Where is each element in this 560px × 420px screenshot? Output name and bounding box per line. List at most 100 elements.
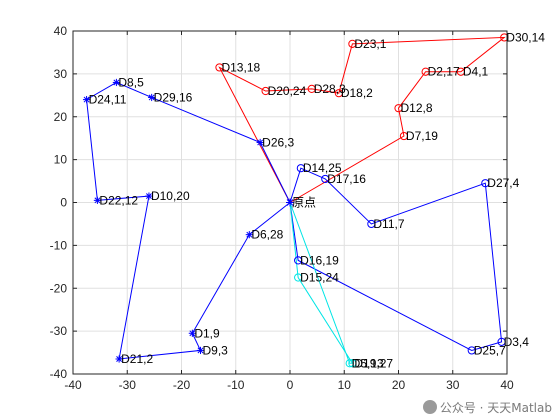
wechat-icon <box>422 400 437 414</box>
point-label: D6,28 <box>251 228 283 242</box>
point-marker <box>145 192 153 200</box>
point-marker <box>294 273 303 282</box>
point-marker <box>256 138 264 147</box>
y-tick-label: -20 <box>50 281 68 295</box>
marker-stroke <box>116 356 123 362</box>
marker-stroke <box>286 199 294 206</box>
point-label: D10,20 <box>151 189 190 203</box>
depot-label: 原点 <box>292 196 316 210</box>
y-tick-label: 10 <box>54 153 68 167</box>
point-marker <box>294 256 303 265</box>
route-line <box>218 36 506 203</box>
x-tick-label: 40 <box>500 378 514 392</box>
point-marker <box>296 164 305 173</box>
point-label: D22,12 <box>99 193 138 207</box>
route-lines <box>86 36 506 364</box>
marker-stroke <box>83 96 90 103</box>
point-label: D19,27 <box>354 356 393 370</box>
point-label: D23,1 <box>354 37 386 51</box>
depot-lines <box>286 198 294 207</box>
x-tick-label: 30 <box>446 378 460 392</box>
point-label: D30,14 <box>506 30 545 44</box>
x-tick-label: -20 <box>173 378 191 392</box>
y-tick-label: 40 <box>54 24 68 38</box>
point-label: D18,2 <box>341 86 373 100</box>
point-label: D25,7 <box>474 343 506 357</box>
point-label: D16,19 <box>300 253 339 267</box>
point-label: D27,4 <box>487 176 519 190</box>
depot-marker <box>286 198 294 207</box>
point-label: D28,3 <box>314 82 346 96</box>
point-marker <box>321 174 330 184</box>
point-label: D13,18 <box>221 60 260 74</box>
plot-frame <box>72 30 508 375</box>
watermark-text: 公众号 · 天天Matlab <box>439 401 552 415</box>
x-tick-label: 10 <box>338 378 352 392</box>
point-marker <box>399 131 409 141</box>
point-label: D3,4 <box>504 335 530 349</box>
point-label: D9,3 <box>202 343 228 357</box>
point-marker <box>394 104 403 113</box>
watermark: 公众号 · 天天Matlab <box>422 399 552 416</box>
marker-stroke <box>146 193 152 200</box>
point-marker <box>497 337 506 346</box>
y-tick-label: 0 <box>60 196 67 210</box>
marker-stroke <box>94 197 101 204</box>
point-marker <box>345 359 354 368</box>
point-marker <box>115 355 123 363</box>
point-marker <box>367 219 376 229</box>
point-label: D8,5 <box>118 75 144 89</box>
point-marker <box>112 78 120 87</box>
point-label: D29,16 <box>154 90 193 104</box>
marker-stroke <box>148 94 155 101</box>
point-marker <box>82 96 91 104</box>
point-label: D26,3 <box>262 135 294 149</box>
point-label: D20,24 <box>268 84 307 98</box>
point-marker <box>348 39 357 48</box>
y-tick-label: -30 <box>50 324 68 338</box>
y-tick-label: 30 <box>54 67 68 81</box>
point-label: D11,7 <box>373 217 404 231</box>
point-marker <box>500 33 509 42</box>
point-label: D21,2 <box>121 352 153 366</box>
point-label: D17,16 <box>327 172 366 186</box>
y-tick-label: -40 <box>50 367 68 381</box>
x-tick-label: -30 <box>119 378 137 392</box>
point-labels: 原点 D30,14 D23,1 D13,18 D2,17 D4,1 D8,5 D28,3 D20… <box>89 30 546 370</box>
point-marker <box>188 329 196 337</box>
marker-stroke <box>246 231 253 238</box>
route-line <box>86 81 291 360</box>
x-tick-label: -40 <box>64 378 82 392</box>
point-marker <box>421 67 430 76</box>
marker-stroke <box>113 79 120 86</box>
point-label: D12,8 <box>401 101 433 115</box>
point-label: D2,17 <box>428 65 460 79</box>
x-tick-label: -10 <box>227 378 245 392</box>
point-marker <box>348 359 357 368</box>
marker-stroke <box>197 347 204 354</box>
point-marker <box>481 179 490 188</box>
y-tick-label: 20 <box>54 110 68 124</box>
point-marker <box>148 93 156 102</box>
point-marker <box>307 84 316 93</box>
x-tick-label: 0 <box>287 378 294 392</box>
point-label: D4,1 <box>463 65 489 79</box>
x-tick-label: 20 <box>392 378 406 392</box>
point-label: D5,13 <box>352 356 384 370</box>
point-markers <box>82 33 509 368</box>
point-marker <box>245 231 253 239</box>
point-label: D1,9 <box>194 326 220 340</box>
marker-stroke <box>257 139 264 146</box>
y-tick-label: -10 <box>50 238 68 252</box>
point-label: D15,24 <box>300 271 339 285</box>
route-line <box>289 202 354 364</box>
point-label: D14,25 <box>303 161 342 175</box>
point-marker <box>334 89 343 98</box>
point-label: D24,11 <box>89 93 127 107</box>
point-marker <box>196 346 205 355</box>
point-label: D7,19 <box>406 129 438 143</box>
point-marker <box>261 86 270 96</box>
point-marker <box>456 67 465 76</box>
route-line <box>289 167 503 351</box>
